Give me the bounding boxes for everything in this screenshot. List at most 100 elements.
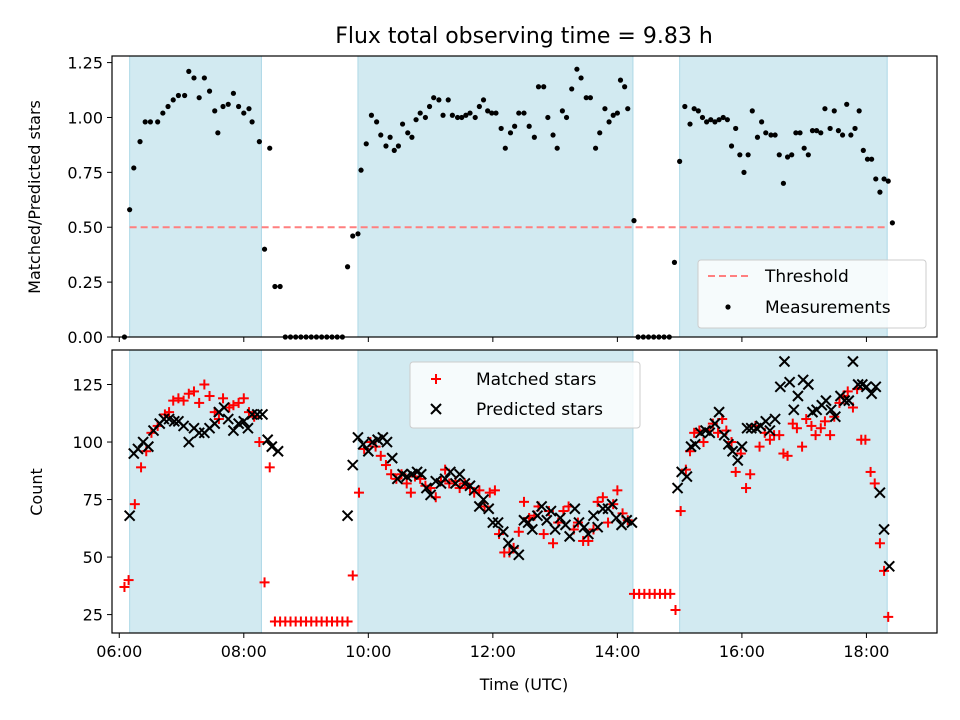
predicted-stars-point (522, 516, 534, 529)
predicted-stars-point (386, 452, 398, 464)
measurement-point (137, 139, 143, 145)
measurement-point (225, 101, 231, 107)
predicted-stars-point (183, 436, 195, 448)
matched-stars-point (342, 616, 353, 627)
matched-stars-point (173, 393, 184, 404)
predicted-stars-point (272, 445, 284, 457)
measurement-point (535, 84, 542, 90)
predicted-stars-point (829, 411, 842, 423)
predicted-stars-point (482, 503, 495, 515)
measurement-point (449, 112, 455, 118)
predicted-stars-point (783, 376, 796, 388)
matched-stars-point (233, 397, 244, 408)
predicted-stars-point (549, 523, 561, 536)
count-plot-area (111, 349, 938, 634)
measurement-point (413, 117, 419, 123)
matched-stars-point (741, 483, 752, 494)
ratio-y-tick-label: 0.00 (67, 328, 103, 347)
measurement-point (728, 143, 735, 149)
measurement-point (741, 169, 747, 175)
measurement-point (230, 90, 237, 96)
measurement-point (493, 110, 499, 116)
predicted-stars-point (492, 516, 504, 529)
ratio-y-tick-label: 0.25 (67, 273, 103, 292)
predicted-stars-point (381, 436, 393, 448)
matched-stars-point (136, 462, 147, 473)
measurement-point (374, 119, 380, 125)
measurement-point (805, 152, 811, 158)
measurement-point (724, 117, 730, 123)
count-y-tick-label: 50 (83, 548, 103, 567)
matched-stars-point (825, 430, 836, 441)
measurement-point (142, 119, 148, 125)
measurement-point (745, 152, 751, 158)
predicted-stars-point (526, 523, 538, 536)
measurement-point (848, 132, 854, 138)
measurement-point (869, 156, 875, 162)
measurement-point (852, 125, 858, 132)
matched-stars-point (538, 529, 549, 540)
predicted-stars-point (251, 408, 263, 421)
measurement-point (422, 114, 428, 121)
matched-stars-point (168, 395, 179, 406)
matched-stars-point (119, 581, 130, 592)
matched-stars-point (494, 529, 505, 540)
matched-stars-point (810, 430, 821, 441)
predicted-stars-point (704, 427, 716, 439)
measurement-point (272, 283, 278, 290)
matched-stars-point (597, 492, 608, 503)
x-tick-label: 06:00 (96, 642, 142, 661)
predicted-stars-point (444, 466, 457, 478)
measurement-point (131, 165, 137, 171)
predicted-stars-point (578, 521, 590, 533)
measurement-point (784, 154, 791, 160)
measurement-point (827, 125, 833, 132)
measurement-point (597, 130, 603, 136)
predicted-stars-point (778, 355, 791, 368)
matched-stars-point (698, 437, 709, 448)
measurement-point (512, 123, 518, 129)
matched-stars-point (865, 466, 876, 477)
matched-stars-point (238, 393, 249, 404)
predicted-stars-point (261, 434, 274, 446)
measurement-point (526, 123, 532, 129)
predicted-stars-point (792, 390, 804, 402)
measurement-point (763, 130, 769, 136)
predicted-stars-point (569, 503, 581, 515)
matched-stars-point (380, 460, 391, 471)
measurement-point (516, 110, 522, 116)
predicted-stars-point (473, 500, 486, 513)
matched-stars-point (797, 441, 808, 452)
measurement-point (387, 134, 393, 140)
matched-stars-point (680, 464, 691, 475)
matched-stars-point (513, 526, 524, 537)
measurement-point (191, 75, 197, 81)
x-tick-label: 10:00 (345, 642, 391, 661)
x-tick-label: 08:00 (221, 642, 267, 661)
predicted-stars-point (722, 438, 735, 451)
predicted-stars-point (689, 438, 701, 451)
predicted-stars-point (487, 516, 499, 529)
measurement-point (606, 119, 612, 125)
predicted-stars-point (718, 429, 730, 441)
predicted-stars-point (142, 440, 155, 453)
measurement-point (610, 112, 616, 118)
matched-stars-point (259, 577, 270, 588)
measurement-point (889, 220, 895, 226)
predicted-stars-point (825, 404, 837, 416)
ratio-y-tick-label: 1.25 (67, 54, 103, 73)
measurement-point (708, 117, 714, 123)
measurement-point (677, 158, 683, 164)
measurement-point (856, 108, 862, 114)
predicted-stars-point (878, 523, 890, 536)
predicted-stars-point (502, 537, 515, 549)
predicted-stars-point (222, 413, 234, 425)
matched-stars-point (815, 423, 826, 434)
matched-stars-point (228, 400, 239, 411)
measurement-point (160, 110, 166, 116)
matched-stars-point (479, 501, 490, 512)
matched-stars-point (754, 441, 765, 452)
measurement-point (277, 283, 283, 290)
legend-threshold-label: Threshold (764, 267, 849, 287)
